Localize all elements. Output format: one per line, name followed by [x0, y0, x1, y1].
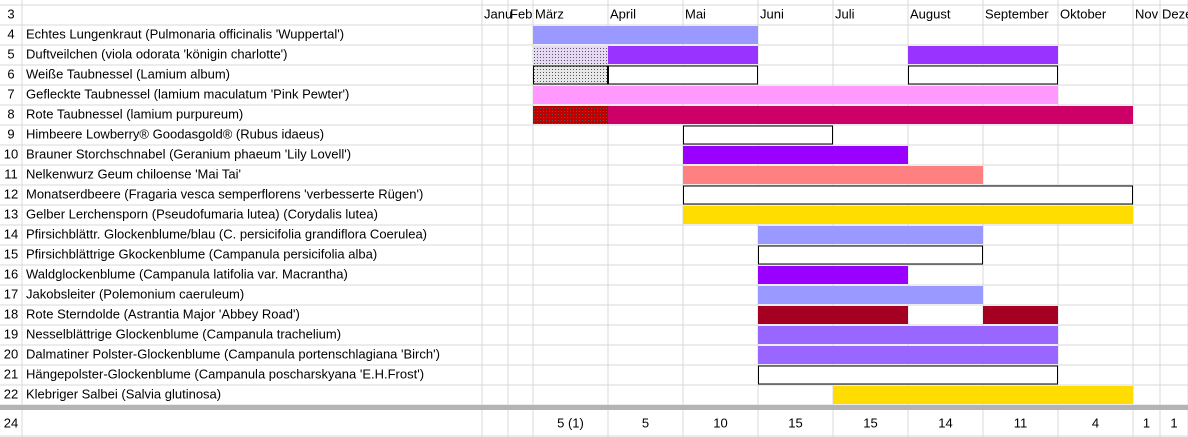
bloom-bar: [758, 306, 908, 324]
plant-name: Duftveilchen (viola odorata 'königin cha…: [26, 46, 288, 61]
month-count: 1: [1143, 415, 1150, 430]
bloom-bar: [983, 306, 1058, 324]
bloom-bar: [758, 266, 908, 284]
row-number: 18: [4, 306, 18, 321]
month-count: 15: [788, 415, 802, 430]
bloom-bar: [683, 146, 908, 164]
bloom-bar: [683, 166, 983, 184]
plant-name: Gefleckte Taubnessel (lamium maculatum '…: [26, 86, 349, 101]
bloom-bar: [608, 65, 758, 85]
bloom-bar: [758, 226, 983, 244]
row-number: 19: [4, 326, 18, 341]
plant-name: Echtes Lungenkraut (Pulmonaria officinal…: [26, 26, 344, 41]
bloom-bar: [908, 46, 1058, 64]
row-number: 15: [4, 246, 18, 261]
bloom-bar: [758, 346, 1058, 364]
plant-name: Klebriger Salbei (Salvia glutinosa): [26, 386, 221, 401]
bloom-bar: [533, 86, 1058, 104]
plant-name: Jakobsleiter (Polemonium caeruleum): [26, 286, 244, 301]
month-count: 10: [713, 415, 727, 430]
month-count: 1: [1170, 415, 1177, 430]
month-count: 11: [1014, 415, 1028, 430]
month-header: Feb: [510, 6, 532, 21]
bloom-bar: [758, 326, 1058, 344]
month-header: Deze: [1162, 6, 1188, 21]
plant-name: Brauner Storchschnabel (Geranium phaeum …: [26, 146, 351, 161]
bloom-bar: [533, 26, 758, 44]
bloom-bar: [608, 46, 758, 64]
bloom-bar: [533, 46, 608, 64]
plant-name: Rote Taubnessel (lamium purpureum): [26, 106, 243, 121]
bloom-bar: [758, 286, 983, 304]
bloom-bar: [533, 106, 608, 124]
month-count: 15: [863, 415, 877, 430]
row-number: 14: [4, 226, 18, 241]
bloom-bar: [758, 365, 1058, 385]
month-header: Mai: [685, 6, 706, 21]
month-header: Oktober: [1060, 6, 1107, 21]
bloom-bar: [833, 386, 1133, 404]
month-header: Juli: [835, 6, 855, 21]
row-number: 17: [4, 286, 18, 301]
plant-name: Monatserdbeere (Fragaria vesca semperflo…: [26, 186, 423, 201]
row-number: 5: [7, 46, 14, 61]
plant-name: Waldglockenblume (Campanula latifolia va…: [26, 266, 348, 281]
plant-name: Pfirsichblättrige Gkockenblume (Campanul…: [26, 246, 377, 261]
row-number: 8: [7, 106, 14, 121]
month-header: April: [610, 6, 636, 21]
month-header: September: [985, 6, 1049, 21]
row-number: 12: [4, 186, 18, 201]
bloom-bar: [683, 185, 1133, 205]
plant-name: Nesselblättrige Glockenblume (Campanula …: [26, 326, 341, 341]
bars: [533, 26, 1133, 404]
plant-name: Weiße Taubnessel (Lamium album): [26, 66, 230, 81]
hidden-row-separator: [0, 405, 1188, 410]
bloom-bar: [683, 206, 1133, 224]
row-number: 13: [4, 206, 18, 221]
plant-name: Himbeere Lowberry® Goodasgold® (Rubus id…: [26, 126, 324, 141]
bloom-bar: [758, 245, 983, 265]
bloom-bar: [683, 125, 833, 145]
row-number: 16: [4, 266, 18, 281]
plant-name: Hängepolster-Glockenblume (Campanula pos…: [26, 366, 424, 381]
row-number: 11: [4, 166, 18, 181]
row-number: 9: [7, 126, 14, 141]
bloom-bar: [533, 65, 608, 85]
plant-name: Nelkenwurz Geum chiloense 'Mai Tai': [26, 166, 241, 181]
month-count: 5: [642, 415, 649, 430]
plant-name: Pfirsichblättr. Glockenblume/blau (C. pe…: [26, 226, 427, 241]
bloom-bar: [608, 106, 1133, 124]
bloom-bar: [908, 65, 1058, 85]
month-header: Juni: [760, 6, 784, 21]
month-header: Nov: [1135, 6, 1159, 21]
row-number: 10: [4, 146, 18, 161]
row-number: 20: [4, 346, 18, 361]
row-number: 21: [4, 366, 18, 381]
row-number: 6: [7, 66, 14, 81]
month-count: 14: [938, 415, 952, 430]
plant-name: Rote Sterndolde (Astrantia Major 'Abbey …: [26, 306, 300, 321]
row-number: 7: [7, 86, 14, 101]
row-number: 3: [7, 6, 14, 21]
row-number: 22: [4, 386, 18, 401]
month-header: Janu: [484, 6, 512, 21]
month-header: August: [910, 6, 951, 21]
plant-name: Gelber Lerchensporn (Pseudofumaria lutea…: [26, 206, 378, 221]
month-count: 5 (1): [557, 415, 584, 430]
month-header: März: [535, 6, 564, 21]
plant-name: Dalmatiner Polster-Glockenblume (Campanu…: [26, 346, 440, 361]
month-count: 4: [1092, 415, 1099, 430]
row-number: 24: [4, 415, 18, 430]
row-number: 4: [7, 26, 14, 41]
